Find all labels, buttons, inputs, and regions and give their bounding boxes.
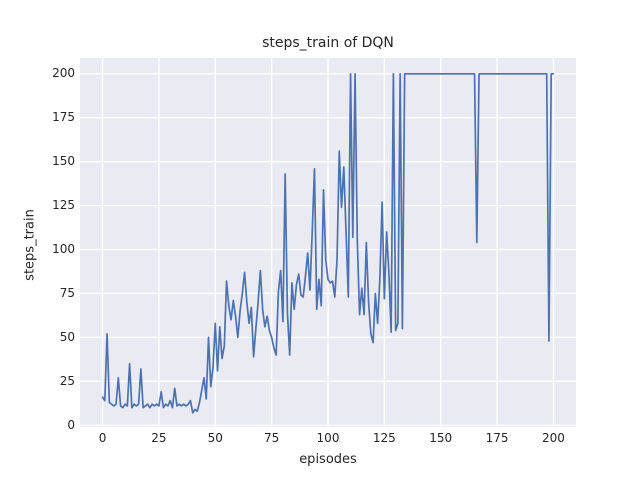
plot-canvas	[80, 58, 576, 427]
x-tick-label: 175	[485, 431, 509, 445]
x-tick-label: 100	[316, 431, 340, 445]
x-tick-label: 75	[263, 431, 280, 445]
y-axis-label: steps_train	[22, 209, 38, 281]
x-tick-label: 50	[207, 431, 223, 445]
chart-title: steps_train of DQN	[262, 35, 394, 51]
y-tick-label: 50	[59, 329, 75, 344]
x-tick-label: 150	[429, 431, 453, 445]
y-tick-label: 150	[52, 154, 75, 169]
y-tick-label: 0	[67, 417, 75, 432]
plot-area	[80, 58, 576, 427]
y-tick-label: 200	[52, 66, 75, 81]
x-tick-label: 200	[542, 431, 565, 445]
y-tick-label: 175	[52, 110, 75, 125]
x-tick-label: 125	[372, 431, 396, 445]
x-axis-label: episodes	[299, 452, 357, 467]
x-tick-label: 25	[151, 431, 167, 445]
y-tick-label: 25	[59, 373, 75, 388]
dqn-steps-line	[101, 72, 555, 414]
y-tick-label: 75	[59, 285, 75, 300]
x-tick-label: 0	[98, 431, 107, 445]
y-tick-label: 100	[52, 242, 75, 257]
y-tick-label: 125	[52, 198, 75, 213]
